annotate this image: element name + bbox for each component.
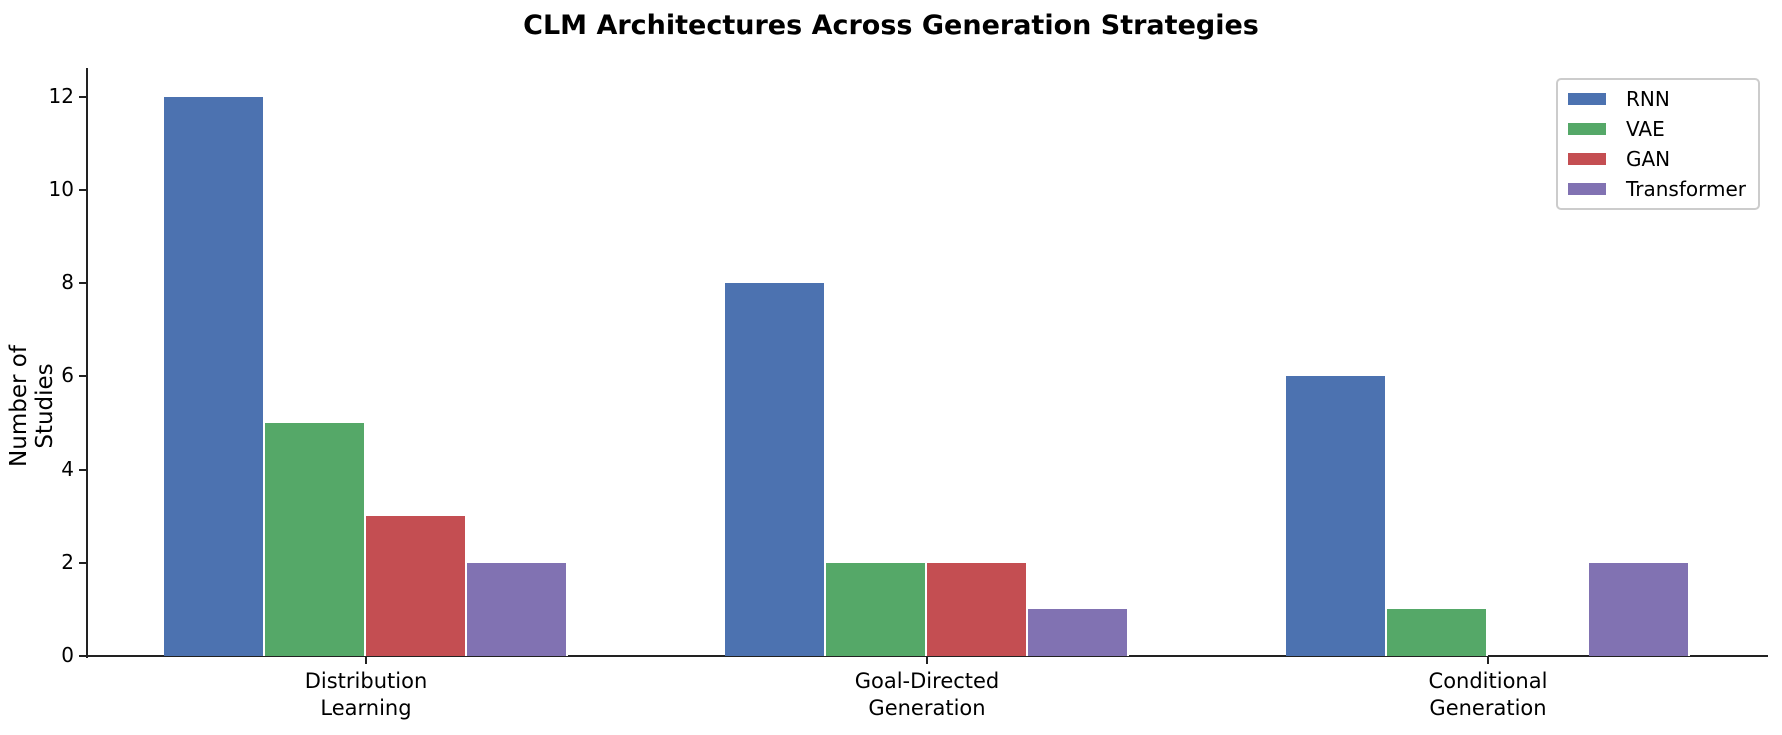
legend: RNN VAE GAN Transformer [1556,78,1760,210]
legend-item-vae: VAE [1568,114,1665,144]
y-tick [79,655,86,657]
bar-transformer [1028,609,1129,656]
gan-swatch-icon [1568,153,1606,165]
y-axis-line [86,68,88,658]
y-tick [79,95,86,98]
y-tick [79,189,86,191]
transformer-swatch-icon [1568,183,1606,195]
y-tick-label: 12 [48,83,74,108]
bar-rnn [725,283,826,656]
bar-gan [927,562,1028,656]
y-tick-label: 4 [61,456,74,481]
y-tick [79,468,86,471]
y-tick [79,375,86,378]
legend-item-transformer: Transformer [1568,174,1746,204]
y-tick-label: 8 [61,270,74,295]
legend-label: VAE [1626,117,1665,141]
bar-rnn [1286,376,1387,656]
x-tick-label: Conditional Generation [1428,669,1548,720]
legend-label: Transformer [1626,177,1747,201]
bar-vae [1387,609,1488,656]
bar-vae [826,562,927,656]
y-tick [79,282,86,285]
y-tick [79,561,86,564]
chart-title: CLM Architectures Across Generation Stra… [523,10,1259,41]
x-tick [365,657,367,664]
x-tick [926,657,928,664]
bar-transformer [467,562,568,656]
rnn-swatch-icon [1568,93,1606,105]
bar-gan [366,516,467,656]
legend-item-rnn: RNN [1568,84,1670,114]
y-tick-label: 0 [61,643,74,667]
x-axis-line [86,655,1768,657]
legend-item-gan: GAN [1568,144,1670,174]
y-tick-label: 10 [48,177,74,201]
y-tick-label: 2 [61,549,74,574]
y-tick-label: 6 [61,363,74,388]
legend-label: RNN [1626,87,1670,111]
bar-rnn [164,96,265,656]
x-tick [1487,657,1489,664]
bar-transformer [1589,562,1690,656]
vae-swatch-icon [1568,123,1606,135]
bar-vae [265,423,366,656]
x-tick-label: Goal-Directed Generation [854,669,1000,720]
x-tick-label: Distribution Learning [304,669,428,720]
legend-label: GAN [1626,147,1671,171]
